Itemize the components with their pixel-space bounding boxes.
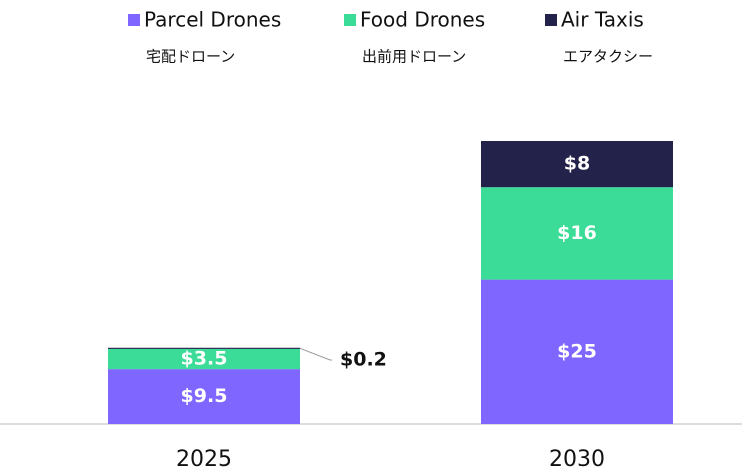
legend-label: Air Taxis xyxy=(561,8,644,32)
leader-line xyxy=(299,347,332,361)
bar-segment xyxy=(481,187,673,280)
data-label: $25 xyxy=(557,340,597,362)
legend-subtitle: 出前用ドローン xyxy=(362,48,466,66)
legend-label: Parcel Drones xyxy=(144,8,281,32)
x-tick-label: 2030 xyxy=(549,447,605,472)
bar-segment xyxy=(108,347,300,349)
data-label: $3.5 xyxy=(181,348,228,370)
data-label: $0.2 xyxy=(340,349,387,371)
legend-label: Food Drones xyxy=(360,8,485,32)
legend-swatch xyxy=(128,14,140,26)
legend-subtitle: 宅配ドローン xyxy=(146,48,235,66)
data-label: $9.5 xyxy=(181,385,228,407)
legend-subtitle: エアタクシー xyxy=(563,48,653,66)
bar-segment xyxy=(481,279,673,424)
bar-segment xyxy=(108,348,300,370)
data-label: $8 xyxy=(564,153,590,175)
data-label: $16 xyxy=(557,222,597,244)
legend-swatch xyxy=(545,14,557,26)
bar-segment xyxy=(108,369,300,424)
legend-swatch xyxy=(344,14,356,26)
x-tick-label: 2025 xyxy=(176,447,232,472)
bar-segment xyxy=(481,141,673,188)
